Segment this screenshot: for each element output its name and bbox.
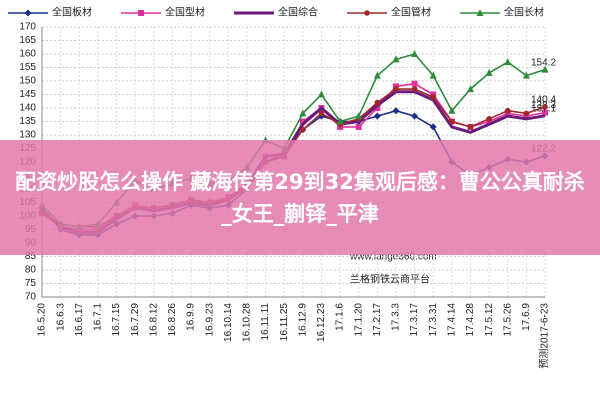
legend-label: 全国管材 <box>391 6 431 19</box>
x-tick-label: 17.1.20 <box>353 303 364 337</box>
legend-marker <box>476 9 484 16</box>
x-tick-label: 16.9.9 <box>186 303 197 331</box>
legend-label: 全国板材 <box>52 6 92 19</box>
x-tick-label: 17.6.9 <box>521 303 532 331</box>
marker <box>317 90 325 98</box>
marker <box>522 71 530 79</box>
x-tick-label: 16.6.3 <box>55 303 66 331</box>
y-tick-label: 145 <box>19 89 36 100</box>
marker <box>411 86 418 92</box>
marker <box>541 65 549 73</box>
marker <box>373 71 381 79</box>
x-tick-label: 16.9.23 <box>204 303 215 337</box>
y-tick-label: 85 <box>25 251 37 262</box>
x-tick-label: 17.5.26 <box>502 303 513 337</box>
end-label: 154.2 <box>531 57 556 68</box>
marker <box>411 112 419 120</box>
marker <box>392 55 400 63</box>
legend-marker <box>24 9 32 17</box>
y-tick-label: 70 <box>25 292 37 303</box>
marker <box>523 110 530 117</box>
legend-label: 全国综合 <box>278 6 318 19</box>
x-tick-label: 16.10.28 <box>242 303 253 342</box>
x-tick-label: 16.7.29 <box>130 303 141 337</box>
x-tick-label: 17.5.12 <box>484 303 495 337</box>
marker <box>392 107 400 115</box>
x-tick-label: 17.1.6 <box>335 303 346 331</box>
marker <box>429 123 437 131</box>
watermark: 兰格钢铁云商平台 <box>350 273 430 286</box>
y-tick-label: 135 <box>19 116 36 127</box>
marker <box>486 116 492 122</box>
legend-marker <box>138 10 144 16</box>
marker <box>355 123 362 130</box>
marker <box>373 112 381 120</box>
x-tick-label: 17.3.31 <box>428 303 439 337</box>
marker <box>374 99 381 106</box>
y-tick-label: 75 <box>25 278 37 289</box>
x-tick-label: 17.4.28 <box>465 303 476 337</box>
x-tick-label: 16.10.14 <box>223 303 234 342</box>
marker <box>485 68 493 76</box>
marker <box>448 106 456 114</box>
marker <box>299 118 306 125</box>
marker <box>467 124 474 130</box>
marker <box>504 58 512 66</box>
y-tick-label: 160 <box>19 49 36 60</box>
marker <box>336 117 344 125</box>
x-tick-label: 16.12.23 <box>316 303 327 342</box>
x-tick-label: 16.11.25 <box>279 303 290 342</box>
y-tick-label: 80 <box>25 265 37 276</box>
marker <box>300 126 306 133</box>
x-tick-label: 16.8.26 <box>167 303 178 337</box>
marker <box>355 112 363 120</box>
x-tick-label: 16.11.11 <box>260 303 271 341</box>
x-tick-label: 16.7.1 <box>93 303 104 331</box>
legend-marker <box>364 10 370 16</box>
marker <box>466 85 474 93</box>
marker <box>318 110 325 117</box>
marker <box>542 104 548 110</box>
x-tick-label: 16.7.15 <box>111 303 122 337</box>
y-tick-label: 155 <box>19 62 36 73</box>
marker <box>429 71 437 79</box>
x-tick-label: 16.5.20 <box>37 303 48 337</box>
marker <box>411 50 419 57</box>
y-tick-label: 150 <box>19 76 36 87</box>
x-tick-label: 17.3.17 <box>409 303 420 337</box>
x-tick-label: 预测2017-6-23 <box>538 303 551 369</box>
banner: 配资炒股怎么操作 藏海传第29到32集观后感：曹公公真耐杀_女王_蒯铎_平津 <box>0 140 600 255</box>
marker <box>430 94 437 100</box>
x-tick-label: 17.3.3 <box>391 303 402 331</box>
marker <box>411 80 418 87</box>
x-tick-label: 16.6.17 <box>74 303 85 337</box>
y-tick-label: 170 <box>19 22 36 33</box>
x-tick-label: 17.2.17 <box>372 303 383 337</box>
marker <box>299 109 307 117</box>
x-tick-label: 16.12.9 <box>297 303 308 337</box>
marker <box>504 107 511 114</box>
marker <box>542 109 548 116</box>
marker <box>374 105 381 111</box>
x-tick-label: 17.4.14 <box>446 303 457 337</box>
end-label: 140.4 <box>531 95 556 106</box>
legend-label: 全国长材 <box>504 6 544 19</box>
x-tick-label: 16.8.12 <box>148 303 159 337</box>
y-tick-label: 130 <box>19 130 36 141</box>
banner-text: 配资炒股怎么操作 藏海传第29到32集观后感：曹公公真耐杀_女王_蒯铎_平津 <box>15 169 585 226</box>
marker <box>393 86 399 92</box>
watermark: www.lange360.com <box>349 252 437 263</box>
y-tick-label: 165 <box>19 35 36 46</box>
marker <box>449 118 455 125</box>
legend-label: 全国型材 <box>165 6 205 19</box>
y-tick-label: 140 <box>19 103 36 114</box>
